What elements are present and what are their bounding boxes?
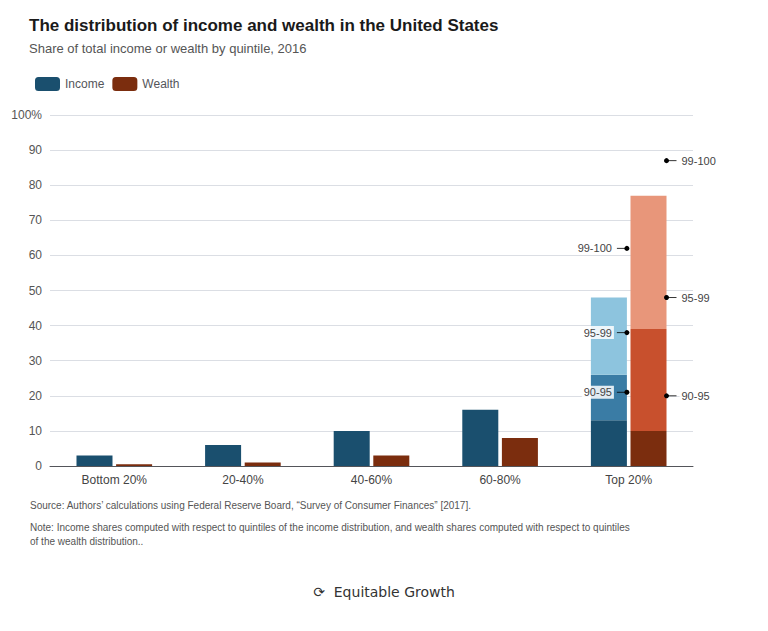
svg-text:of the wealth distribution..: of the wealth distribution.. (30, 536, 143, 547)
svg-text:90-95: 90-95 (682, 390, 710, 402)
svg-text:95-99: 95-99 (584, 327, 612, 339)
svg-text:99-100: 99-100 (682, 155, 716, 167)
svg-text:40: 40 (29, 319, 43, 333)
svg-text:90-95: 90-95 (584, 386, 612, 398)
svg-text:100%: 100% (11, 108, 42, 122)
svg-text:95-99: 95-99 (682, 292, 710, 304)
svg-text:10: 10 (29, 424, 43, 438)
svg-text:70: 70 (29, 213, 43, 227)
svg-text:40-60%: 40-60% (351, 473, 393, 487)
svg-text:Source: Authors’ calculations: Source: Authors’ calculations using Fede… (30, 500, 471, 511)
svg-text:Income: Income (65, 77, 105, 91)
svg-text:0: 0 (35, 459, 42, 473)
svg-text:Top 20%: Top 20% (605, 473, 652, 487)
svg-text:20-40%: 20-40% (222, 473, 264, 487)
svg-text:50: 50 (29, 284, 43, 298)
svg-text:Wealth: Wealth (142, 77, 179, 91)
svg-text:60-80%: 60-80% (479, 473, 521, 487)
svg-text:80: 80 (29, 178, 43, 192)
svg-text:90: 90 (29, 143, 43, 157)
svg-text:99-100: 99-100 (578, 242, 612, 254)
svg-text:60: 60 (29, 248, 43, 262)
svg-text:30: 30 (29, 354, 43, 368)
svg-text:Note: Income shares computed w: Note: Income shares computed with respec… (30, 522, 630, 533)
svg-text:Bottom 20%: Bottom 20% (82, 473, 148, 487)
svg-text:⟳ Equitable Growth: ⟳ Equitable Growth (313, 584, 455, 600)
svg-text:Share of total income or wealt: Share of total income or wealth by quint… (29, 41, 307, 56)
svg-text:20: 20 (29, 389, 43, 403)
svg-text:The distribution of income and: The distribution of income and wealth in… (29, 16, 498, 35)
